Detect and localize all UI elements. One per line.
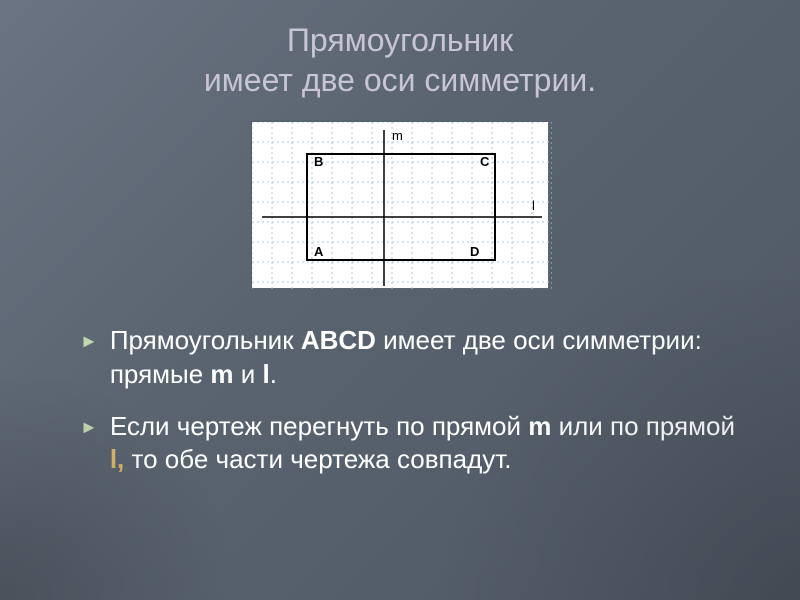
svg-text:C: C (480, 154, 490, 169)
diagram-container: m l A B C D (50, 120, 750, 290)
svg-text:l: l (532, 198, 535, 213)
svg-text:A: A (314, 244, 324, 259)
svg-text:B: B (314, 154, 323, 169)
slide: Прямоугольник имеет две оси симметрии. m… (0, 0, 800, 600)
bullet-item: ► Прямоугольник ABCD имеет две оси симмет… (80, 324, 750, 392)
title-line-1: Прямоугольник (287, 22, 513, 58)
bullet-text: Если чертеж перегнуть по прямой m или по… (110, 410, 750, 478)
bullet-marker-icon: ► (80, 330, 98, 353)
diagram-svg: m l A B C D (252, 122, 552, 292)
svg-text:m: m (392, 128, 403, 143)
bullet-list: ► Прямоугольник ABCD имеет две оси симмет… (50, 324, 750, 477)
svg-text:D: D (470, 244, 479, 259)
title-line-2: имеет две оси симметрии. (204, 62, 596, 98)
rectangle-diagram: m l A B C D (250, 120, 550, 290)
bullet-text: Прямоугольник ABCD имеет две оси симметр… (110, 324, 750, 392)
bullet-marker-icon: ► (80, 416, 98, 439)
slide-title: Прямоугольник имеет две оси симметрии. (50, 20, 750, 100)
bullet-item: ► Если чертеж перегнуть по прямой m или п… (80, 410, 750, 478)
